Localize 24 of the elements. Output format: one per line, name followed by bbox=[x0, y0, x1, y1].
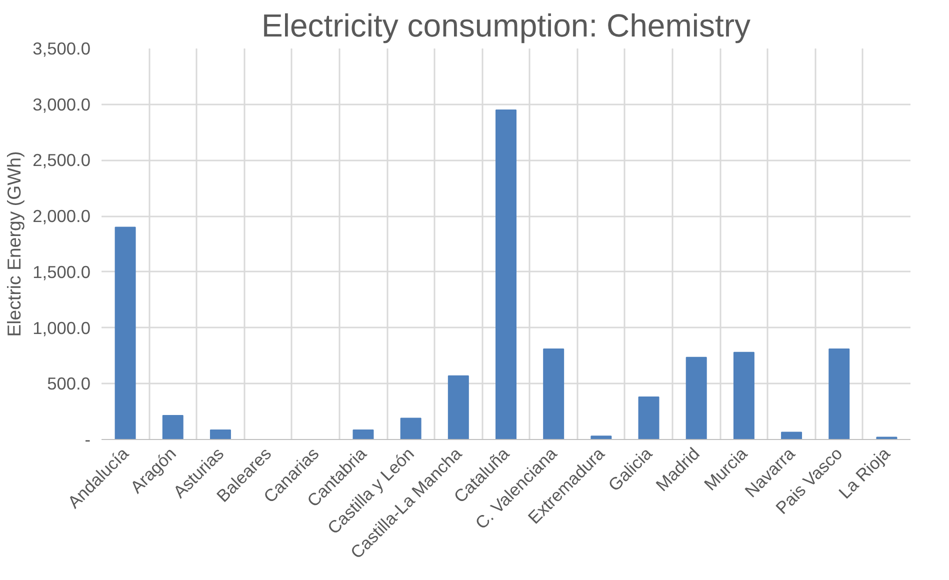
bar bbox=[781, 432, 802, 440]
bar bbox=[686, 356, 707, 440]
y-tick-label: 3,500.0 bbox=[32, 38, 91, 58]
y-tick-label: 2,500.0 bbox=[32, 150, 91, 170]
y-tick-label: 3,000.0 bbox=[32, 94, 91, 114]
bar bbox=[352, 430, 374, 440]
bar bbox=[114, 226, 136, 440]
y-tick-label: 1,500.0 bbox=[32, 262, 91, 282]
y-tick-label: 2,000.0 bbox=[32, 206, 91, 226]
bar bbox=[496, 109, 516, 440]
bar bbox=[448, 375, 469, 440]
y-tick-label: 500.0 bbox=[47, 374, 91, 394]
chart-title: Electricity consumption: Chemistry bbox=[261, 8, 751, 44]
bar bbox=[210, 430, 231, 440]
bar bbox=[828, 348, 850, 440]
bar bbox=[638, 396, 660, 440]
bar bbox=[543, 348, 564, 440]
bar bbox=[162, 414, 184, 440]
bar bbox=[400, 418, 422, 440]
y-tick-label: - bbox=[84, 430, 91, 450]
y-axis-title: Electric Energy (GWh) bbox=[4, 151, 25, 337]
bar bbox=[590, 436, 612, 440]
bar bbox=[733, 352, 754, 440]
y-tick-label: 1,000.0 bbox=[32, 318, 91, 338]
